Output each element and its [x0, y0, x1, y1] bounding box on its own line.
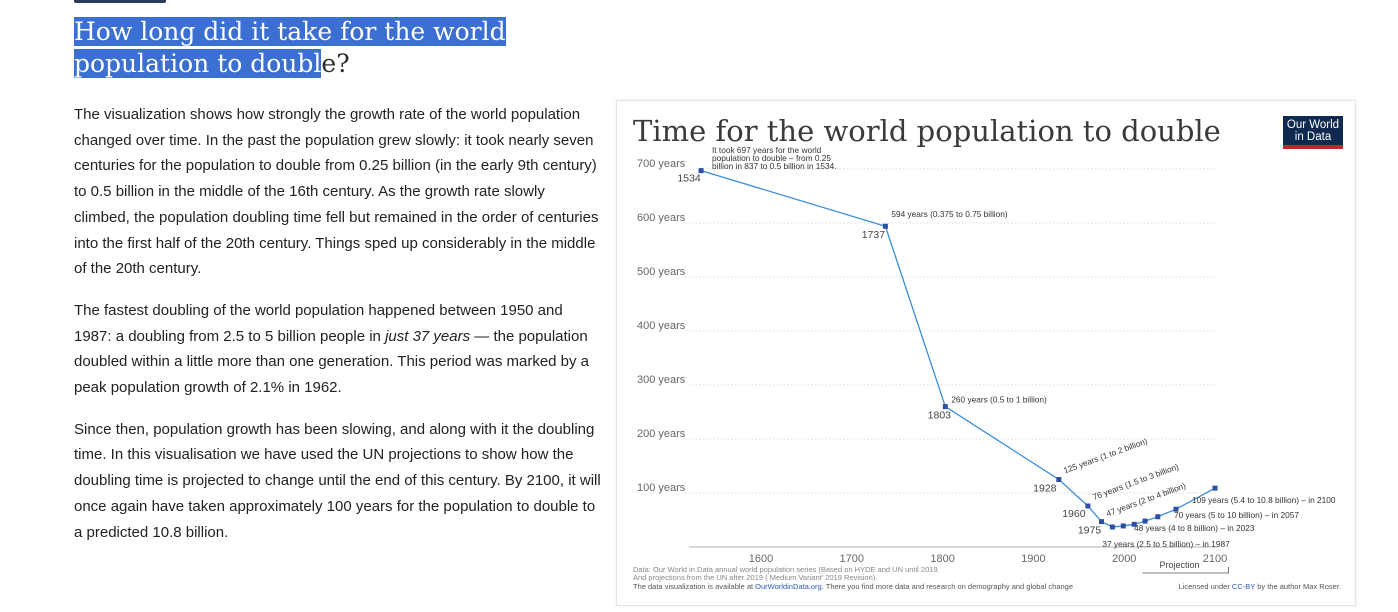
- cc-by-link[interactable]: CC-BY: [1232, 582, 1255, 591]
- y-tick-label-300: 300 years: [637, 374, 686, 386]
- footer-source-line1: Data: Our World in Data annual world pop…: [633, 565, 940, 574]
- data-point-1534: [698, 168, 704, 174]
- annotation-2057: 70 years (5 to 10 billion) – in 2057: [1174, 510, 1299, 520]
- data-point-1987: [1109, 524, 1115, 530]
- y-tick-label-200: 200 years: [637, 428, 686, 440]
- data-point-2100: [1212, 485, 1218, 491]
- title-selected-text: How long did it take for the world popul…: [74, 17, 506, 78]
- owid-logo-line1: Our World: [1287, 119, 1339, 131]
- license-prefix: Licensed under: [1179, 582, 1232, 591]
- data-point-1999: [1120, 523, 1126, 529]
- paragraph-3: Since then, population growth has been s…: [74, 417, 602, 546]
- y-tick-label-100: 100 years: [637, 482, 686, 494]
- y-tick-label-500: 500 years: [637, 266, 686, 278]
- paragraph-2-text-a: The fastest doubling of the world popula…: [74, 301, 563, 345]
- annotation-1928: 125 years (1 to 2 billion): [1062, 436, 1149, 476]
- footer-line3-suffix: . There you find more data and research …: [822, 582, 1073, 591]
- owid-logo-box: [1283, 116, 1343, 149]
- data-point-1928: [1056, 477, 1062, 482]
- paragraph-3-text: Since then, population growth has been s…: [74, 420, 601, 541]
- data-point-1975: [1099, 519, 1104, 525]
- footer-license: Licensed under CC-BY by the author Max R…: [1179, 582, 1341, 591]
- header-accent-bar: [74, 0, 166, 3]
- annotation-1737: 594 years (0.375 to 0.75 billion): [891, 209, 1007, 219]
- x-tick-label-1700: 1700: [840, 553, 864, 565]
- y-tick-label-400: 400 years: [637, 320, 686, 332]
- year-label-1928: 1928: [1033, 483, 1057, 495]
- doubling-time-chart: Time for the world population to double O…: [633, 114, 1343, 591]
- annotation-1803: 260 years (0.5 to 1 billion): [951, 395, 1047, 405]
- title-rest-text: e?: [321, 49, 350, 78]
- y-tick-label-700: 700 years: [637, 158, 686, 170]
- paragraph-2: The fastest doubling of the world popula…: [74, 298, 602, 401]
- owid-logo-stripe: [1283, 145, 1343, 149]
- data-point-2011: [1131, 521, 1137, 527]
- data-point-2037: [1155, 514, 1161, 520]
- year-label-1803: 1803: [928, 410, 952, 422]
- owid-logo-line2: in Data: [1295, 131, 1332, 143]
- paragraph-2-emphasis: just 37 years: [385, 327, 471, 345]
- x-tick-label-1900: 1900: [1021, 553, 1045, 565]
- data-point-1737: [882, 223, 888, 229]
- owid-site-link[interactable]: OurWorldinData.org: [755, 582, 822, 591]
- chart-title: Time for the world population to double: [633, 114, 1221, 148]
- projection-bracket: [1142, 567, 1230, 574]
- x-tick-label-1600: 1600: [749, 553, 773, 565]
- paragraph-1-text: The visualization shows how strongly the…: [74, 106, 599, 278]
- footer-line3-prefix: The data visualization is available at: [633, 582, 755, 591]
- data-point-2023: [1142, 518, 1148, 524]
- license-suffix: by the author Max Roser.: [1255, 582, 1341, 591]
- data-point-2057: [1173, 506, 1179, 512]
- year-label-1960: 1960: [1062, 508, 1086, 520]
- footer-source-line3: The data visualization is available at O…: [633, 582, 1073, 591]
- paragraph-2-text-b: — the population doubled within a little…: [74, 327, 590, 397]
- doubling-time-line: [700, 169, 1216, 528]
- first-note-line-3: billion in 837 to 0.5 billion in 1534.: [712, 161, 837, 171]
- annotation-1987: 37 years (2.5 to 5 billion) – in 1987: [1102, 539, 1230, 549]
- article-body: The visualization shows how strongly the…: [74, 102, 602, 561]
- year-label-1737: 1737: [862, 229, 886, 241]
- data-point-1803: [942, 404, 948, 410]
- projection-label: Projection: [1159, 560, 1199, 570]
- x-tick-label-2100: 2100: [1203, 553, 1227, 565]
- first-note-line-2: population to double – from 0.25: [712, 153, 831, 163]
- year-label-1975: 1975: [1078, 525, 1102, 537]
- first-note-line-1: It took 697 years for the world: [712, 145, 822, 155]
- year-label-1534: 1534: [677, 173, 701, 185]
- annotation-2100: 109 years (5.4 to 10.8 billion) – in 210…: [1192, 495, 1336, 505]
- data-point-1960: [1085, 503, 1091, 509]
- chart-card: Time for the world population to double O…: [616, 100, 1356, 606]
- y-tick-label-600: 600 years: [637, 212, 686, 224]
- page-title: How long did it take for the world popul…: [74, 16, 594, 80]
- annotation-2023: 48 years (4 to 8 billion) – in 2023: [1134, 523, 1255, 533]
- x-tick-label-2000: 2000: [1112, 553, 1136, 565]
- footer-source-line2: And projections from the UN after 2019 (…: [633, 573, 877, 582]
- x-tick-label-1800: 1800: [930, 553, 954, 565]
- paragraph-1: The visualization shows how strongly the…: [74, 102, 602, 282]
